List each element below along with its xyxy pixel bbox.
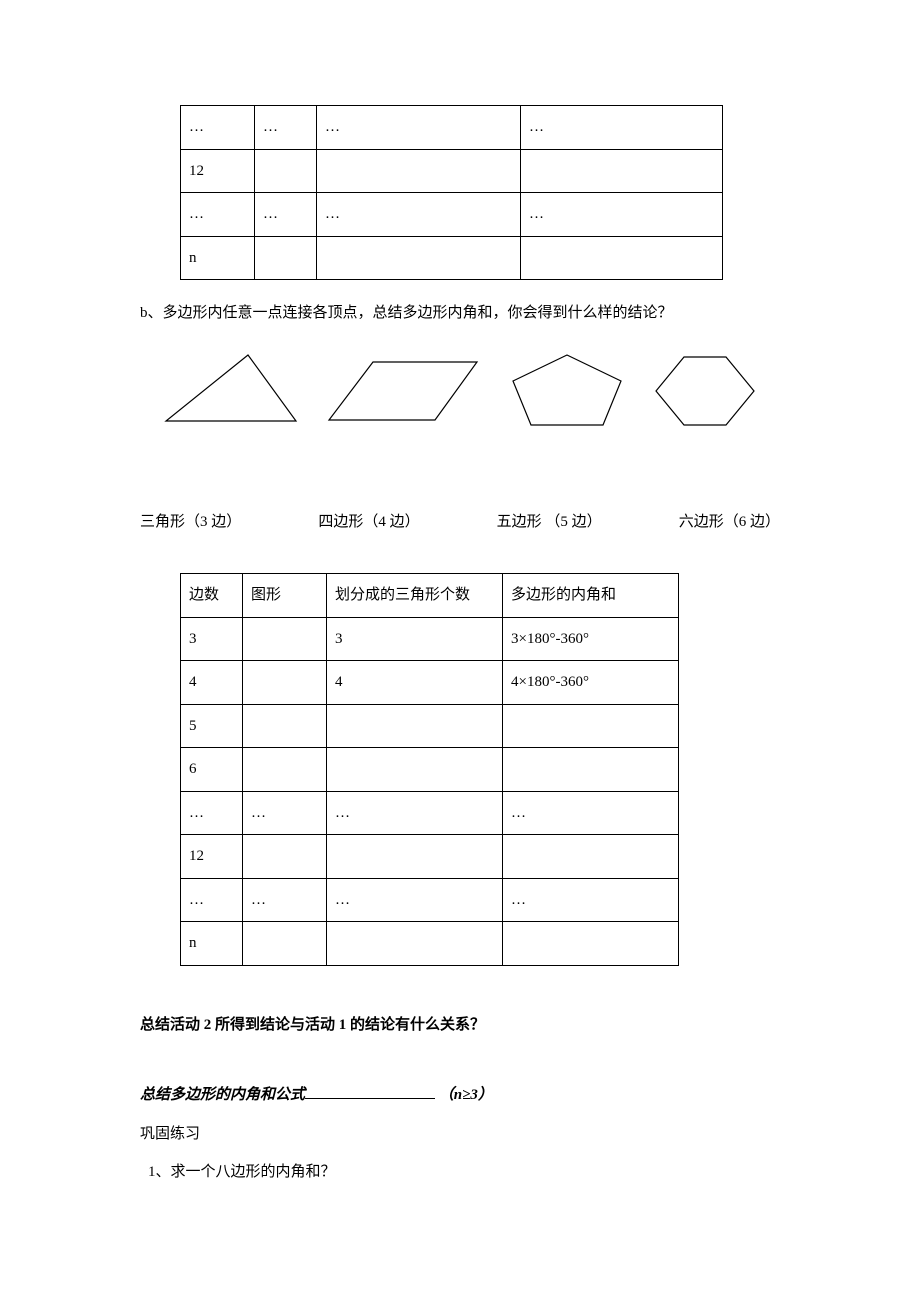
table-cell: 4 (181, 661, 243, 705)
table-cell (243, 704, 327, 748)
table-row: 6 (181, 748, 679, 792)
table-2: 边数图形划分成的三角形个数多边形的内角和333×180°-360°444×180… (180, 573, 679, 966)
table-cell: … (521, 106, 723, 150)
table-cell (243, 661, 327, 705)
table-header-cell: 划分成的三角形个数 (327, 574, 503, 618)
table-cell: 12 (181, 835, 243, 879)
table-cell (521, 236, 723, 280)
table-row: 333×180°-360° (181, 617, 679, 661)
table-cell: n (181, 922, 243, 966)
pentagon-icon (507, 351, 627, 431)
table-cell: … (317, 106, 521, 150)
table-cell (243, 835, 327, 879)
table-cell: … (327, 878, 503, 922)
triangle-icon (160, 351, 300, 431)
table-header-cell: 图形 (243, 574, 327, 618)
table-cell: n (181, 236, 255, 280)
table-cell (503, 704, 679, 748)
table-cell: 5 (181, 704, 243, 748)
page: …………12…………n b、多边形内任意一点连接各顶点，总结多边形内角和，你会得… (0, 0, 920, 1260)
summary-question: 总结活动 2 所得到结论与活动 1 的结论有什么关系？ (140, 1014, 780, 1037)
quadrilateral-icon (323, 356, 483, 426)
shape-labels: 三角形（3 边） 四边形（4 边） 五边形 （5 边） 六边形（6 边） (140, 511, 780, 534)
quadrilateral-label: 四边形（4 边） (318, 511, 419, 534)
table-cell (503, 835, 679, 879)
practice-q1: 1、求一个八边形的内角和？ (140, 1161, 780, 1184)
formula-n: n (454, 1087, 462, 1103)
formula-paren-open: （ (439, 1087, 454, 1103)
table-cell (327, 922, 503, 966)
table-cell (503, 748, 679, 792)
table-header-cell: 多边形的内角和 (503, 574, 679, 618)
table-cell: … (503, 878, 679, 922)
table-cell: 12 (181, 149, 255, 193)
shapes-row (140, 341, 780, 441)
table-cell: 3 (327, 617, 503, 661)
table-row: ………… (181, 193, 723, 237)
table-cell (317, 149, 521, 193)
table-cell (243, 922, 327, 966)
hexagon-icon (650, 351, 760, 431)
table-cell: 3×180°-360° (503, 617, 679, 661)
table-row: ………… (181, 878, 679, 922)
table-row: n (181, 922, 679, 966)
table-cell: 4 (327, 661, 503, 705)
table-1: …………12…………n (180, 105, 723, 280)
table-cell (521, 149, 723, 193)
table-cell: … (255, 106, 317, 150)
formula-line: 总结多边形的内角和公式 （n≥3） (140, 1084, 780, 1107)
table-cell (255, 149, 317, 193)
table-cell (327, 748, 503, 792)
formula-paren-close: ≥3） (462, 1087, 493, 1103)
pentagon-label: 五边形 （5 边） (497, 511, 602, 534)
formula-prefix: 总结多边形的内角和公式 (140, 1087, 305, 1103)
table-cell (327, 704, 503, 748)
table-cell (327, 835, 503, 879)
table-cell: … (317, 193, 521, 237)
table-cell: … (255, 193, 317, 237)
table-cell: … (243, 791, 327, 835)
table-cell: … (503, 791, 679, 835)
table-cell: 6 (181, 748, 243, 792)
triangle-label: 三角形（3 边） (140, 511, 241, 534)
formula-blank (305, 1084, 435, 1099)
table-cell (317, 236, 521, 280)
table-cell: … (521, 193, 723, 237)
table-cell (503, 922, 679, 966)
table-cell: … (181, 878, 243, 922)
table-header-cell: 边数 (181, 574, 243, 618)
table-cell (255, 236, 317, 280)
hexagon-label: 六边形（6 边） (679, 511, 780, 534)
table-row: 12 (181, 149, 723, 193)
table-row: 444×180°-360° (181, 661, 679, 705)
table-cell: … (181, 106, 255, 150)
table-cell: … (181, 791, 243, 835)
table-cell: 4×180°-360° (503, 661, 679, 705)
table-row: ………… (181, 791, 679, 835)
table-row: 12 (181, 835, 679, 879)
table-cell: … (181, 193, 255, 237)
table-row: 边数图形划分成的三角形个数多边形的内角和 (181, 574, 679, 618)
table-cell: 3 (181, 617, 243, 661)
paragraph-b: b、多边形内任意一点连接各顶点，总结多边形内角和，你会得到什么样的结论？ (140, 302, 780, 325)
table-row: ………… (181, 106, 723, 150)
practice-heading: 巩固练习 (140, 1123, 780, 1146)
table-cell: … (243, 878, 327, 922)
table-cell: … (327, 791, 503, 835)
table-row: n (181, 236, 723, 280)
table-row: 5 (181, 704, 679, 748)
table-cell (243, 748, 327, 792)
table-cell (243, 617, 327, 661)
